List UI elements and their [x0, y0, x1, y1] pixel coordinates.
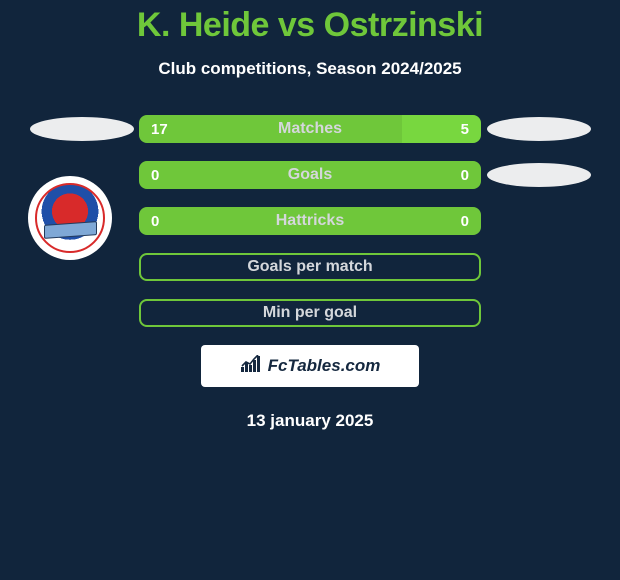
brand-box: FcTables.com — [201, 345, 419, 387]
player-badge-left — [24, 299, 139, 327]
chart-bars-icon — [240, 355, 262, 378]
avatar-placeholder-icon — [487, 163, 591, 187]
player-badge-right — [481, 161, 596, 189]
avatar-placeholder-icon — [487, 117, 591, 141]
player-badge-left — [24, 115, 139, 143]
stat-row: 175Matches — [0, 115, 620, 143]
stat-row: Goals per match — [0, 253, 620, 281]
stat-label: Goals per match — [139, 258, 481, 276]
player-badge-right — [481, 253, 596, 281]
player-badge-right — [481, 115, 596, 143]
stat-bar: Min per goal — [139, 299, 481, 327]
stat-label: Min per goal — [139, 304, 481, 322]
player-badge-right — [481, 207, 596, 235]
subtitle: Club competitions, Season 2024/2025 — [0, 59, 620, 79]
stat-bar: 175Matches — [139, 115, 481, 143]
stat-label: Hattricks — [139, 212, 481, 230]
avatar-placeholder-icon — [30, 117, 134, 141]
player-badge-right — [481, 299, 596, 327]
page-title: K. Heide vs Ostrzinski — [0, 6, 620, 45]
stat-bar: Goals per match — [139, 253, 481, 281]
club-crest-icon — [35, 183, 105, 253]
brand-label: FcTables.com — [268, 356, 381, 376]
stat-bar: 00Goals — [139, 161, 481, 189]
club-badge-left — [28, 176, 112, 260]
stat-bar: 00Hattricks — [139, 207, 481, 235]
stat-label: Matches — [139, 120, 481, 138]
stat-label: Goals — [139, 166, 481, 184]
date-label: 13 january 2025 — [0, 411, 620, 431]
stat-row: Min per goal — [0, 299, 620, 327]
